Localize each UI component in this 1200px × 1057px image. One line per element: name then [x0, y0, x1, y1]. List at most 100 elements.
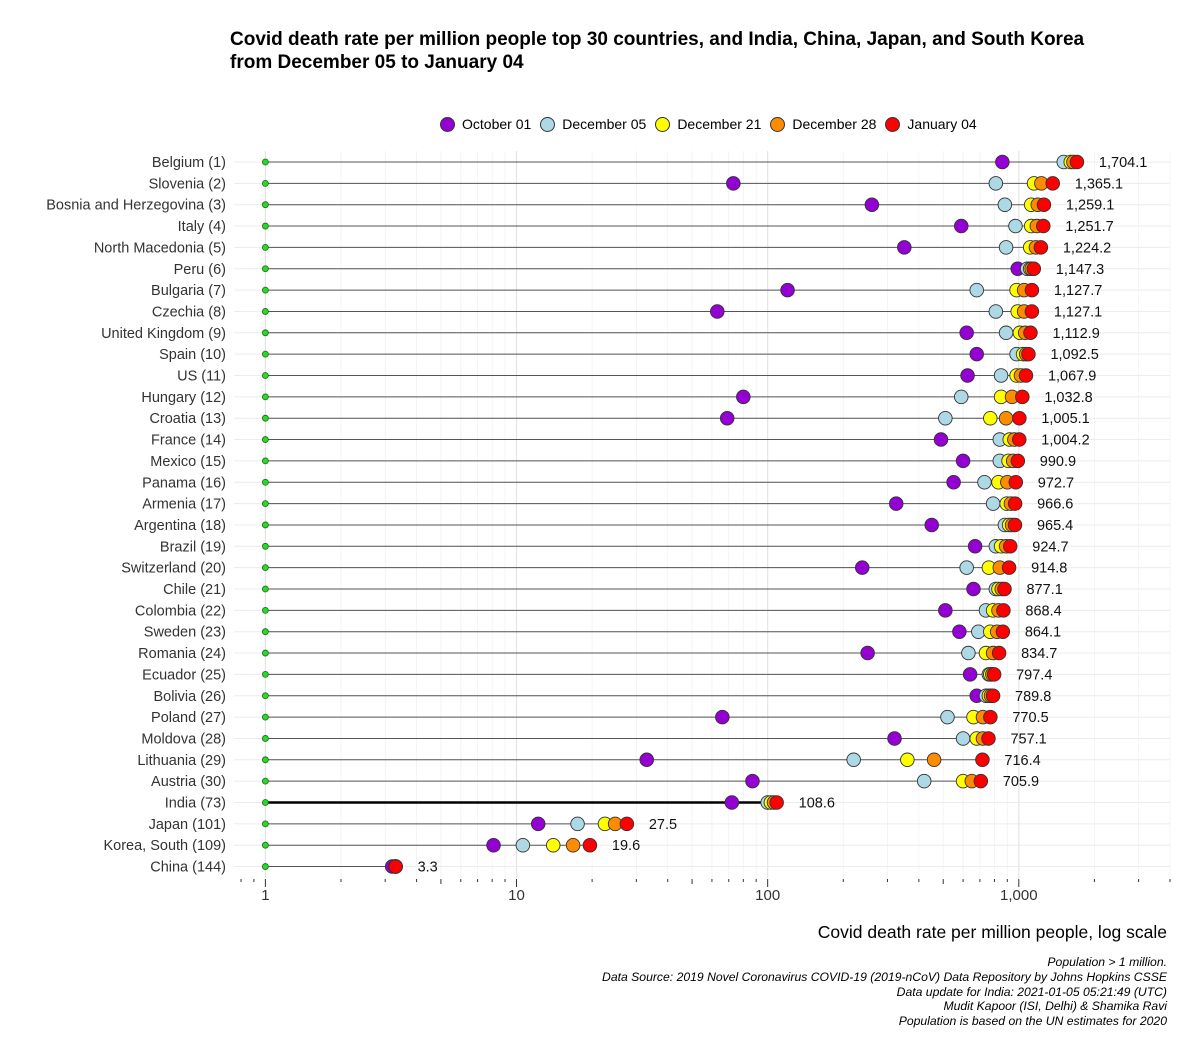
- legend-label: October 01: [462, 116, 532, 132]
- legend-item-december-28: December 28: [770, 116, 876, 132]
- baseline-point: [261, 841, 269, 849]
- point-october-01: [962, 667, 978, 682]
- point-january-04: [1015, 389, 1030, 405]
- legend-label: December 28: [792, 116, 877, 132]
- country-label: Slovenia (2): [149, 176, 226, 192]
- point-january-04: [1003, 539, 1018, 554]
- legend: October 01 December 05 December 21 Decem…: [440, 113, 986, 135]
- value-label: 716.4: [1004, 753, 1040, 769]
- point-january-04: [1036, 197, 1052, 212]
- value-label: 834.7: [1021, 646, 1057, 662]
- point-january-04: [981, 731, 996, 746]
- point-january-04: [1036, 218, 1051, 234]
- country-label: North Macedonia (5): [94, 240, 226, 256]
- point-october-01: [888, 496, 904, 511]
- point-october-01: [854, 560, 870, 575]
- point-december-05: [988, 176, 1004, 191]
- value-label: 1,251.7: [1065, 219, 1113, 235]
- point-december-28: [926, 752, 942, 768]
- point-january-04: [1069, 154, 1085, 170]
- baseline-point: [261, 735, 269, 742]
- value-label: 27.5: [649, 817, 677, 833]
- baseline-point: [261, 692, 269, 700]
- country-label: United Kingdom (9): [101, 326, 226, 342]
- point-january-04: [1045, 176, 1060, 191]
- baseline-point: [261, 500, 269, 508]
- point-january-04: [582, 837, 598, 853]
- value-label: 108.6: [799, 796, 835, 812]
- point-october-01: [726, 176, 741, 191]
- point-january-04: [1033, 240, 1049, 255]
- baseline-point: [261, 671, 269, 678]
- baseline-point: [261, 628, 269, 636]
- value-label: 1,092.5: [1050, 347, 1098, 363]
- point-december-05: [977, 475, 992, 490]
- point-december-05: [938, 410, 953, 426]
- point-december-05: [985, 496, 1001, 511]
- country-label: Moldova (28): [141, 731, 226, 747]
- point-october-01: [954, 218, 969, 234]
- value-label: 914.8: [1031, 561, 1067, 577]
- baseline-point: [261, 436, 269, 443]
- point-october-01: [530, 816, 546, 832]
- point-january-04: [1023, 325, 1038, 341]
- value-label: 1,005.1: [1041, 411, 1089, 427]
- value-label: 757.1: [1010, 731, 1046, 747]
- value-label: 789.8: [1015, 689, 1051, 705]
- point-october-01: [780, 282, 795, 298]
- country-label: Spain (10): [159, 347, 226, 363]
- point-january-04: [985, 688, 1001, 704]
- point-october-01: [959, 325, 974, 341]
- point-october-01: [736, 389, 751, 405]
- country-label: Austria (30): [151, 774, 226, 790]
- baseline-point: [261, 286, 269, 294]
- legend-item-december-05: December 05: [540, 116, 646, 132]
- baseline-point: [261, 265, 269, 273]
- baseline-point: [261, 158, 269, 166]
- point-january-04: [991, 645, 1007, 661]
- point-december-05: [916, 773, 932, 789]
- value-label: 3.3: [418, 860, 438, 876]
- point-october-01: [966, 581, 981, 597]
- value-label: 1,032.8: [1044, 390, 1092, 406]
- country-label: Mexico (15): [150, 454, 226, 470]
- point-january-04: [1007, 517, 1023, 533]
- baseline-point: [261, 201, 269, 209]
- x-tick-label: 1,000: [1000, 887, 1038, 904]
- country-label: Japan (101): [149, 817, 226, 833]
- legend-swatch: [440, 116, 455, 132]
- point-october-01: [995, 154, 1010, 170]
- baseline-point: [261, 350, 269, 358]
- country-label: Korea, South (109): [103, 838, 226, 854]
- legend-label: December 21: [677, 116, 762, 132]
- point-october-01: [897, 240, 912, 255]
- country-label: US (11): [177, 369, 226, 385]
- baseline-point: [261, 649, 269, 657]
- x-tick-label: 1: [261, 887, 269, 904]
- point-december-05: [997, 197, 1013, 212]
- point-january-04: [986, 667, 1002, 682]
- value-label: 972.7: [1038, 475, 1074, 491]
- point-october-01: [933, 432, 949, 447]
- country-label: Italy (4): [178, 219, 226, 235]
- country-label: Bulgaria (7): [151, 283, 226, 299]
- baseline-point: [261, 777, 269, 785]
- baseline-point: [261, 542, 269, 550]
- country-label: Armenia (17): [142, 497, 226, 513]
- legend-swatch: [885, 116, 901, 132]
- point-october-01: [639, 752, 654, 768]
- point-december-21: [900, 752, 915, 768]
- point-december-05: [959, 560, 974, 575]
- point-january-04: [995, 624, 1011, 639]
- point-december-05: [998, 240, 1014, 255]
- note-population-estimates: Population is based on the UN estimates …: [898, 1014, 1167, 1029]
- baseline-point: [261, 179, 269, 187]
- point-january-04: [1018, 368, 1034, 383]
- point-january-04: [1001, 560, 1017, 575]
- baseline-point: [261, 713, 269, 721]
- point-december-05: [961, 645, 976, 661]
- point-january-04: [1012, 432, 1027, 447]
- x-tick-label: 100: [755, 887, 780, 904]
- baseline-point: [261, 606, 269, 614]
- legend-item-december-21: December 21: [655, 116, 761, 132]
